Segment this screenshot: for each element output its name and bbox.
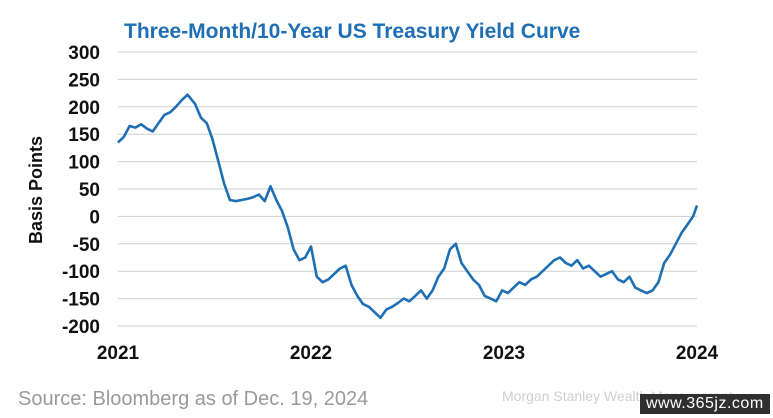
y-tick-label: 250	[68, 70, 100, 91]
y-tick-label: 0	[89, 207, 100, 228]
y-axis: 300 250 200 150 100 50 0 -50 -100 -150 -200	[62, 43, 100, 338]
y-tick-label: 150	[68, 125, 100, 146]
y-tick-label: -100	[62, 262, 100, 283]
y-tick-label: 100	[68, 153, 100, 174]
y-tick-label: -200	[62, 317, 100, 338]
grid-lines	[118, 51, 697, 327]
x-tick-label: 2021	[97, 343, 140, 364]
chart-title: Three-Month/10-Year US Treasury Yield Cu…	[124, 20, 581, 43]
watermark: www.365jz.com	[640, 394, 770, 414]
y-tick-label: 200	[68, 98, 100, 119]
y-axis-label: Basis Points	[26, 136, 46, 244]
y-tick-label: 300	[68, 43, 100, 64]
series-line	[117, 93, 699, 320]
x-axis: 2021 2022 2023 2024	[97, 343, 719, 364]
x-tick-label: 2024	[676, 343, 719, 364]
x-tick-label: 2023	[483, 343, 525, 364]
y-tick-label: -150	[62, 290, 100, 311]
source-note: Source: Bloomberg as of Dec. 19, 2024	[18, 388, 369, 410]
y-tick-label: -50	[73, 235, 100, 256]
y-tick-label: 50	[79, 180, 100, 201]
x-tick-label: 2022	[290, 343, 332, 364]
